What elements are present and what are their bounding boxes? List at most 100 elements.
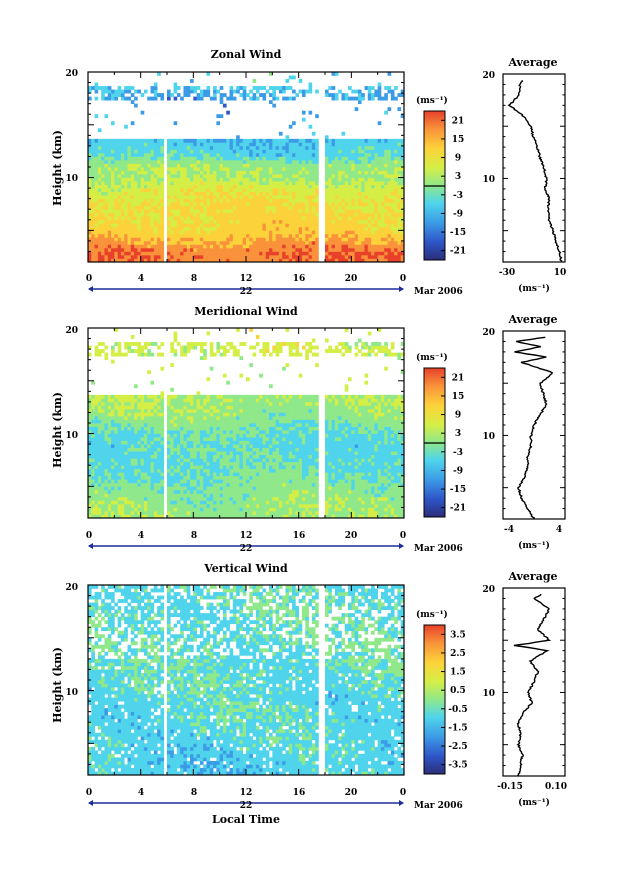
heat-cell — [269, 251, 273, 256]
heat-cell — [153, 258, 158, 263]
heat-cell — [104, 191, 109, 196]
heat-cell — [380, 486, 385, 491]
heat-cell — [308, 110, 313, 115]
heat-cell — [216, 205, 221, 210]
heat-cell — [367, 156, 372, 161]
heat-cell — [344, 93, 349, 97]
heat-cell — [328, 233, 332, 238]
heat-cell — [203, 212, 207, 217]
heat-cell — [173, 174, 178, 178]
heat-cell — [183, 138, 188, 143]
heat-cell — [97, 128, 102, 133]
heat-cell — [111, 240, 115, 245]
heat-cell — [88, 195, 92, 200]
heat-cell — [143, 209, 148, 214]
heat-cell — [199, 500, 204, 505]
heat-cell — [143, 472, 148, 477]
heat-cell — [167, 489, 171, 494]
heat-cell — [199, 226, 204, 231]
heat-cell — [367, 251, 372, 256]
heat-cell — [262, 159, 267, 164]
heat-cell — [242, 174, 247, 178]
heat-cell — [298, 514, 303, 519]
heat-cell — [357, 156, 362, 161]
heat-cell — [348, 500, 352, 505]
heat-cell — [157, 254, 161, 259]
heat-cell — [242, 489, 247, 494]
heat-cell — [167, 247, 171, 252]
heat-cell — [137, 475, 142, 480]
heat-cell — [390, 212, 395, 217]
heat-cell — [341, 159, 346, 164]
heat-cell — [94, 152, 99, 157]
heat-cell — [361, 219, 365, 224]
heat-cell — [397, 159, 402, 164]
heat-cell — [338, 493, 342, 498]
heat-cell — [206, 247, 211, 252]
heat-cell — [334, 145, 339, 150]
heat-cell — [101, 254, 105, 259]
heat-cell — [114, 233, 118, 238]
heat-cell — [325, 184, 329, 189]
heat-cell — [380, 223, 385, 228]
heat-cell — [97, 493, 102, 498]
heat-cell — [190, 216, 194, 221]
heat-cell — [222, 503, 227, 508]
heat-cell — [170, 510, 174, 515]
heat-cell — [275, 152, 280, 157]
heat-cell — [107, 202, 112, 207]
heat-cell — [203, 479, 207, 484]
heat-cell — [367, 209, 372, 214]
heat-cell — [130, 205, 135, 210]
heat-cell — [150, 191, 155, 196]
heat-cell — [315, 198, 319, 203]
heat-cell — [272, 226, 276, 231]
heat-cell — [239, 486, 244, 491]
heat-cell — [111, 472, 115, 477]
heat-cell — [390, 507, 395, 512]
heat-cell — [384, 191, 388, 196]
heat-cell — [183, 205, 188, 210]
heat-cell — [341, 500, 346, 505]
heat-cell — [239, 159, 244, 164]
heat-cell — [357, 510, 362, 515]
heat-cell — [190, 496, 194, 501]
heat-cell — [374, 152, 379, 157]
heat-cell — [160, 177, 165, 182]
heat-cell — [209, 138, 214, 143]
heat-cell — [209, 212, 214, 217]
heat-cell — [269, 240, 273, 245]
heat-cell — [203, 216, 207, 221]
heat-cell — [199, 237, 204, 242]
heat-cell — [213, 247, 217, 252]
heat-cell — [199, 198, 204, 203]
heat-cell — [120, 223, 125, 228]
heat-cell — [269, 223, 273, 228]
heat-cell — [380, 226, 385, 231]
heat-cell — [206, 72, 211, 76]
heat-cell — [292, 202, 296, 207]
heat-cell — [140, 472, 145, 477]
heat-cell — [160, 145, 165, 150]
heat-cell — [130, 493, 135, 498]
heat-cell — [124, 191, 128, 196]
heat-cell — [351, 493, 355, 498]
heat-cell — [167, 170, 171, 175]
heat-cell — [199, 188, 204, 192]
heat-cell — [288, 212, 293, 217]
heat-cell — [275, 503, 280, 508]
heat-cell — [140, 514, 145, 519]
heat-cell — [295, 212, 300, 217]
heat-cell — [120, 167, 125, 171]
heat-cell — [226, 167, 230, 171]
heat-cell — [219, 223, 224, 228]
heat-cell — [124, 96, 128, 101]
heat-cell — [341, 163, 346, 168]
heat-cell — [348, 86, 352, 90]
heat-cell — [140, 159, 145, 164]
heat-cell — [216, 195, 221, 200]
heat-cell — [150, 152, 155, 157]
heat-cell — [367, 219, 372, 224]
heat-cell — [325, 233, 329, 238]
heat-cell — [120, 240, 125, 245]
